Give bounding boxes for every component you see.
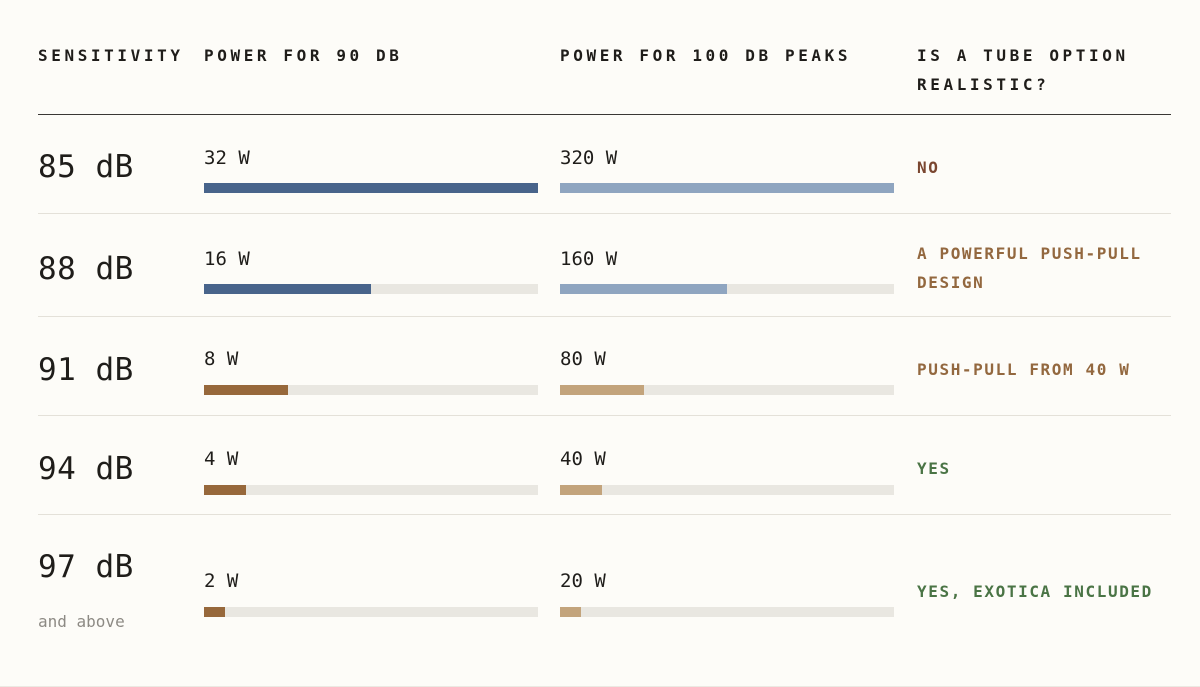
power-100db-label: 80 W bbox=[560, 348, 606, 370]
sensitivity-value: 85 dB bbox=[38, 149, 134, 185]
table-row: 97 dB and above 2 W 20 W YES, EXOTICA INCLUD… bbox=[38, 515, 1171, 686]
power-100db-bar bbox=[560, 385, 644, 395]
table-row: 94 dB 4 W 40 W YES bbox=[38, 416, 1171, 515]
table-row: 88 dB 16 W 160 W A POWERFUL PUSH-PULL DESIG… bbox=[38, 214, 1171, 317]
tube-verdict: YES bbox=[917, 459, 951, 478]
power-table: SENSITIVITY POWER FOR 90 DB POWER FOR 10… bbox=[38, 0, 1171, 687]
header-divider bbox=[38, 114, 1171, 115]
row-divider bbox=[38, 514, 1171, 515]
power-90db-bar bbox=[204, 385, 288, 395]
power-90db-bar-track bbox=[204, 607, 538, 617]
power-100db-bar bbox=[560, 485, 602, 495]
power-100db-bar bbox=[560, 183, 894, 193]
sensitivity-value: 88 dB bbox=[38, 251, 134, 287]
power-100db-label: 160 W bbox=[560, 248, 618, 270]
tube-verdict: YES, EXOTICA INCLUDED bbox=[917, 582, 1153, 601]
column-header-power-90db: POWER FOR 90 DB bbox=[204, 46, 403, 65]
sensitivity-value: 91 dB bbox=[38, 352, 134, 388]
power-100db-bar bbox=[560, 284, 727, 294]
power-100db-bar-track bbox=[560, 183, 894, 193]
power-100db-bar-track bbox=[560, 607, 894, 617]
power-100db-label: 20 W bbox=[560, 570, 606, 592]
power-100db-label: 320 W bbox=[560, 147, 618, 169]
power-100db-bar-track bbox=[560, 485, 894, 495]
power-90db-bar bbox=[204, 183, 538, 193]
power-90db-label: 16 W bbox=[204, 248, 250, 270]
tube-verdict: NO bbox=[917, 158, 940, 177]
power-90db-bar-track bbox=[204, 485, 538, 495]
power-100db-label: 40 W bbox=[560, 448, 606, 470]
power-90db-label: 2 W bbox=[204, 570, 239, 592]
power-90db-label: 4 W bbox=[204, 448, 239, 470]
power-90db-bar bbox=[204, 284, 371, 294]
row-divider bbox=[38, 316, 1171, 317]
tube-verdict: PUSH-PULL FROM 40 W bbox=[917, 360, 1131, 379]
power-90db-bar bbox=[204, 485, 246, 495]
power-100db-bar-track bbox=[560, 385, 894, 395]
power-100db-bar-track bbox=[560, 284, 894, 294]
table-row: 85 dB 32 W 320 W NO bbox=[38, 115, 1171, 214]
sensitivity-value: 97 dB bbox=[38, 549, 134, 585]
sensitivity-note: and above bbox=[38, 612, 125, 631]
column-header-tube-option: IS A TUBE OPTION REALISTIC? bbox=[917, 46, 1129, 94]
table-row: 91 dB 8 W 80 W PUSH-PULL FROM 40 W bbox=[38, 317, 1171, 416]
row-divider bbox=[38, 213, 1171, 214]
sensitivity-value: 94 dB bbox=[38, 451, 134, 487]
column-header-power-100db-peaks: POWER FOR 100 DB PEAKS bbox=[560, 46, 852, 65]
power-90db-bar-track bbox=[204, 385, 538, 395]
column-header-sensitivity: SENSITIVITY bbox=[38, 46, 184, 65]
power-90db-bar-track bbox=[204, 183, 538, 193]
power-100db-bar bbox=[560, 607, 581, 617]
row-divider bbox=[38, 415, 1171, 416]
power-90db-bar bbox=[204, 607, 225, 617]
tube-verdict: A POWERFUL PUSH-PULL DESIGN bbox=[917, 244, 1142, 292]
power-90db-bar-track bbox=[204, 284, 538, 294]
power-90db-label: 32 W bbox=[204, 147, 250, 169]
power-90db-label: 8 W bbox=[204, 348, 239, 370]
